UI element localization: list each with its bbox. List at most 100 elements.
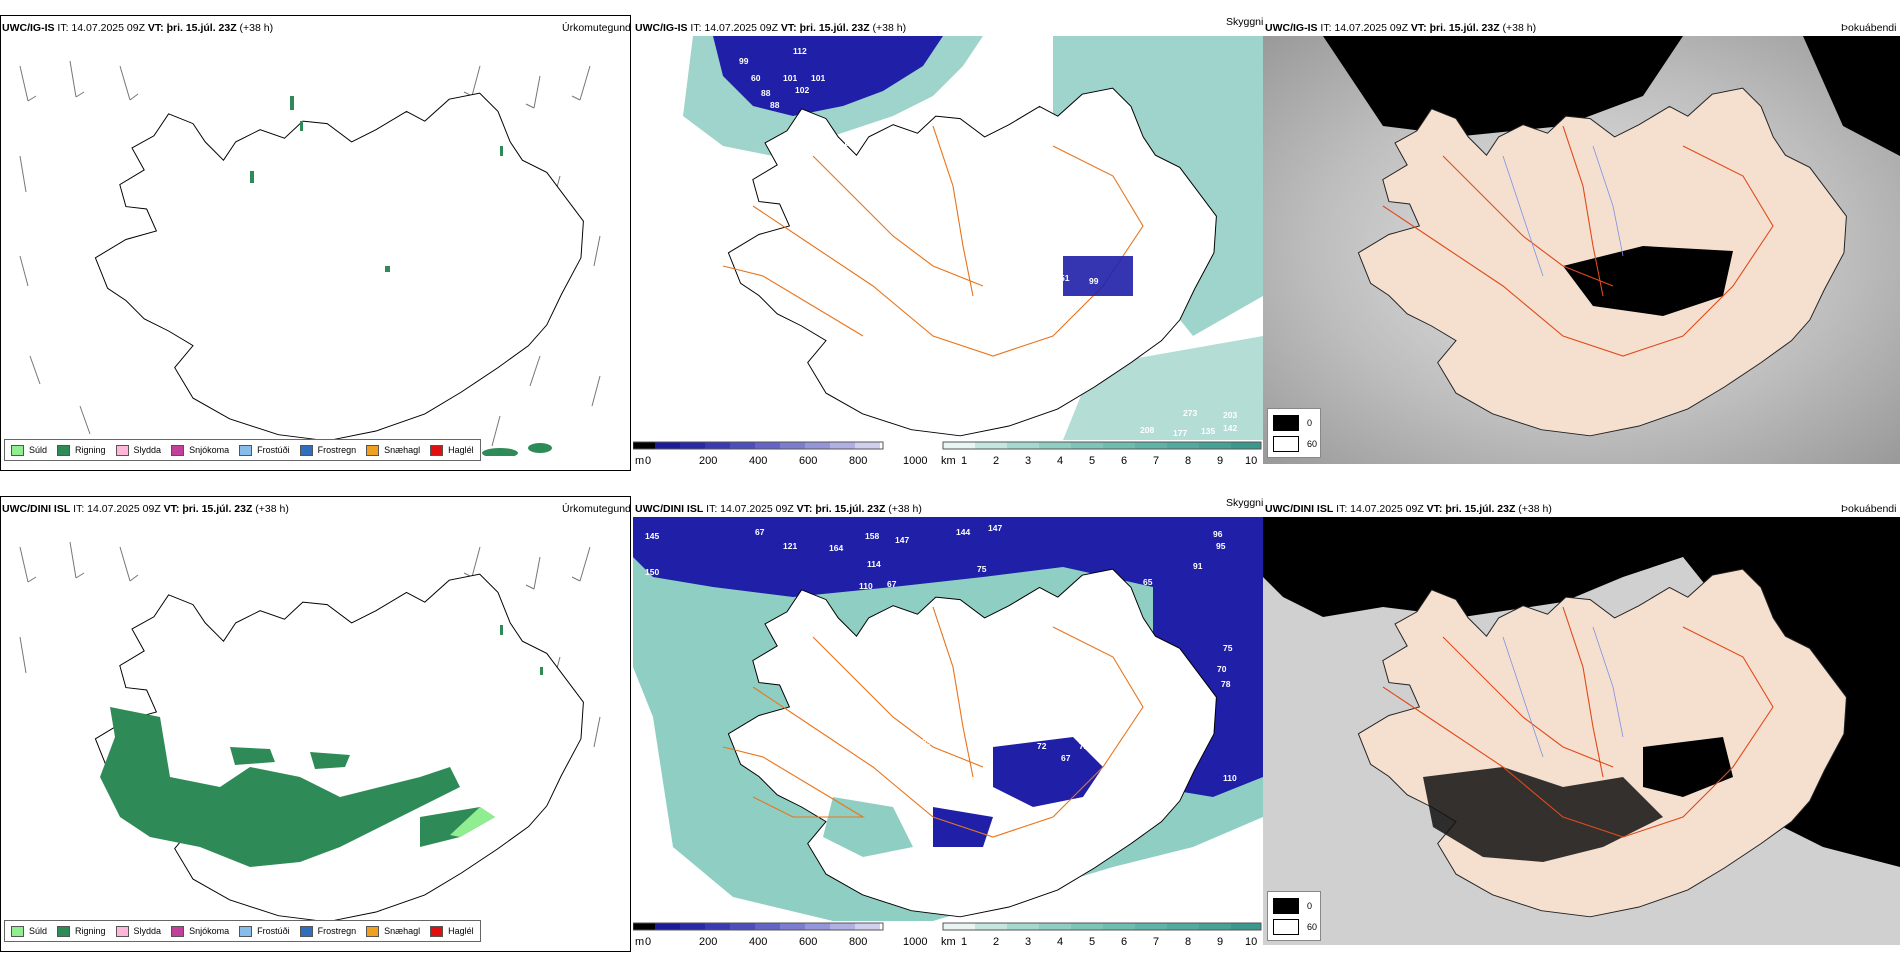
panel-title: Þokuábendi (1841, 22, 1897, 34)
svg-text:60: 60 (751, 73, 761, 83)
rivers (1502, 626, 1624, 758)
legend-item: Snæhagl (366, 925, 420, 937)
svg-text:158: 158 (865, 531, 879, 541)
svg-text:1: 1 (961, 936, 967, 948)
svg-text:150: 150 (645, 567, 659, 577)
svg-text:110: 110 (1223, 773, 1237, 783)
rain-patches (250, 96, 552, 456)
svg-text:600: 600 (799, 455, 817, 467)
road-network (722, 125, 1144, 357)
svg-text:800: 800 (849, 936, 867, 948)
svg-text:7: 7 (1153, 936, 1159, 948)
svg-text:99: 99 (1089, 276, 1099, 286)
svg-text:1000: 1000 (903, 455, 927, 467)
precip-type-panel: UWC/IG-IS IT: 14.07.2025 09Z VT: þri. 15… (0, 8, 633, 474)
unit-label: m (635, 455, 644, 467)
panel-title: Úrkomutegund (562, 22, 631, 34)
svg-text:120: 120 (1155, 765, 1169, 775)
svg-text:3: 3 (1025, 455, 1031, 467)
svg-text:72: 72 (1037, 741, 1047, 751)
svg-text:164: 164 (829, 543, 843, 553)
legend-item: Snjókoma (171, 444, 229, 456)
svg-text:112: 112 (793, 46, 807, 56)
legend-item: Haglél (430, 925, 474, 937)
svg-text:6: 6 (1121, 936, 1127, 948)
svg-text:203: 203 (1223, 410, 1237, 420)
visibility-map: 145 67 121 158 147 144 147 96 95 150 164… (633, 517, 1263, 921)
panel-title: Skyggni (1226, 497, 1263, 509)
visibility-map: 112 99 60 101 101 88 102 88 110 53 51 99… (633, 36, 1263, 440)
road-network (722, 606, 1144, 838)
svg-text:101: 101 (811, 73, 825, 83)
svg-text:3: 3 (1025, 936, 1031, 948)
svg-text:600: 600 (799, 936, 817, 948)
panel-header: UWC/IG-IS IT: 14.07.2025 09Z VT: þri. 15… (2, 22, 274, 34)
legend-item: Slydda (115, 444, 161, 456)
svg-text:91: 91 (1193, 561, 1203, 571)
svg-text:177: 177 (1173, 428, 1187, 438)
cloud-base-colorbar (633, 922, 884, 931)
rivers (1502, 145, 1624, 277)
svg-text:0: 0 (645, 936, 651, 948)
svg-text:114: 114 (867, 559, 881, 569)
fog-legend: 0 60 (1267, 891, 1321, 941)
panel-title: Skyggni (1226, 16, 1263, 28)
svg-text:237: 237 (869, 753, 883, 763)
svg-text:88: 88 (770, 100, 780, 110)
visibility-panel: UWC/DINI ISL IT: 14.07.2025 09Z VT: þri.… (633, 489, 1263, 955)
fog-map (1263, 36, 1900, 464)
iceland-coastline (94, 92, 585, 442)
svg-text:273: 273 (1183, 408, 1197, 418)
svg-text:144: 144 (956, 527, 970, 537)
svg-text:800: 800 (849, 455, 867, 467)
wind-barbs (19, 541, 601, 748)
forecast-row-dini-isl: UWC/DINI ISL IT: 14.07.2025 09Z VT: þri.… (0, 489, 1900, 955)
svg-text:67: 67 (755, 527, 765, 537)
svg-text:51: 51 (1060, 273, 1070, 283)
svg-text:5: 5 (1089, 455, 1095, 467)
panel-title: Þokuábendi (1841, 503, 1897, 515)
visibility-panel: UWC/IG-IS IT: 14.07.2025 09Z VT: þri. 15… (633, 8, 1263, 474)
svg-text:8: 8 (1185, 455, 1191, 467)
svg-text:138: 138 (1117, 807, 1131, 817)
visibility-colorbar (942, 922, 1262, 931)
svg-text:96: 96 (1213, 529, 1223, 539)
precip-map (19, 60, 601, 456)
svg-text:200: 200 (699, 936, 717, 948)
svg-text:1000: 1000 (903, 936, 927, 948)
svg-text:147: 147 (895, 535, 909, 545)
svg-text:0: 0 (645, 455, 651, 467)
svg-text:65: 65 (1143, 577, 1153, 587)
svg-text:116: 116 (1181, 739, 1195, 749)
svg-text:67: 67 (1061, 753, 1071, 763)
precip-legend: Súld Rigning Slydda Snjókoma Frostúði Fr… (4, 920, 481, 942)
legend-item: Slydda (115, 925, 161, 937)
svg-text:400: 400 (749, 455, 767, 467)
svg-text:9: 9 (1217, 936, 1223, 948)
svg-text:8: 8 (1185, 936, 1191, 948)
legend-item: Snæhagl (366, 444, 420, 456)
road-network (1382, 606, 1774, 838)
legend-item: Snjókoma (171, 925, 229, 937)
forecast-row-ig-is: UWC/IG-IS IT: 14.07.2025 09Z VT: þri. 15… (0, 8, 1900, 474)
svg-text:102: 102 (795, 85, 809, 95)
legend-item: Frostúði (239, 925, 290, 937)
svg-text:200: 200 (699, 455, 717, 467)
svg-text:121: 121 (783, 541, 797, 551)
svg-text:4: 4 (1057, 936, 1063, 948)
panel-title: Úrkomutegund (562, 503, 631, 515)
svg-text:110: 110 (843, 138, 857, 148)
panel-header: UWC/DINI ISL IT: 14.07.2025 09Z VT: þri.… (635, 503, 922, 515)
svg-text:75: 75 (1223, 643, 1233, 653)
svg-text:9: 9 (1217, 455, 1223, 467)
svg-text:4: 4 (1057, 455, 1063, 467)
svg-text:110: 110 (859, 581, 873, 591)
svg-text:88: 88 (761, 88, 771, 98)
svg-text:147: 147 (988, 523, 1002, 533)
svg-text:1: 1 (961, 455, 967, 467)
svg-text:7: 7 (1153, 455, 1159, 467)
panel-header: UWC/IG-IS IT: 14.07.2025 09Z VT: þri. 15… (1265, 22, 1537, 34)
svg-text:75: 75 (977, 564, 987, 574)
svg-text:67: 67 (887, 579, 897, 589)
svg-text:400: 400 (749, 936, 767, 948)
